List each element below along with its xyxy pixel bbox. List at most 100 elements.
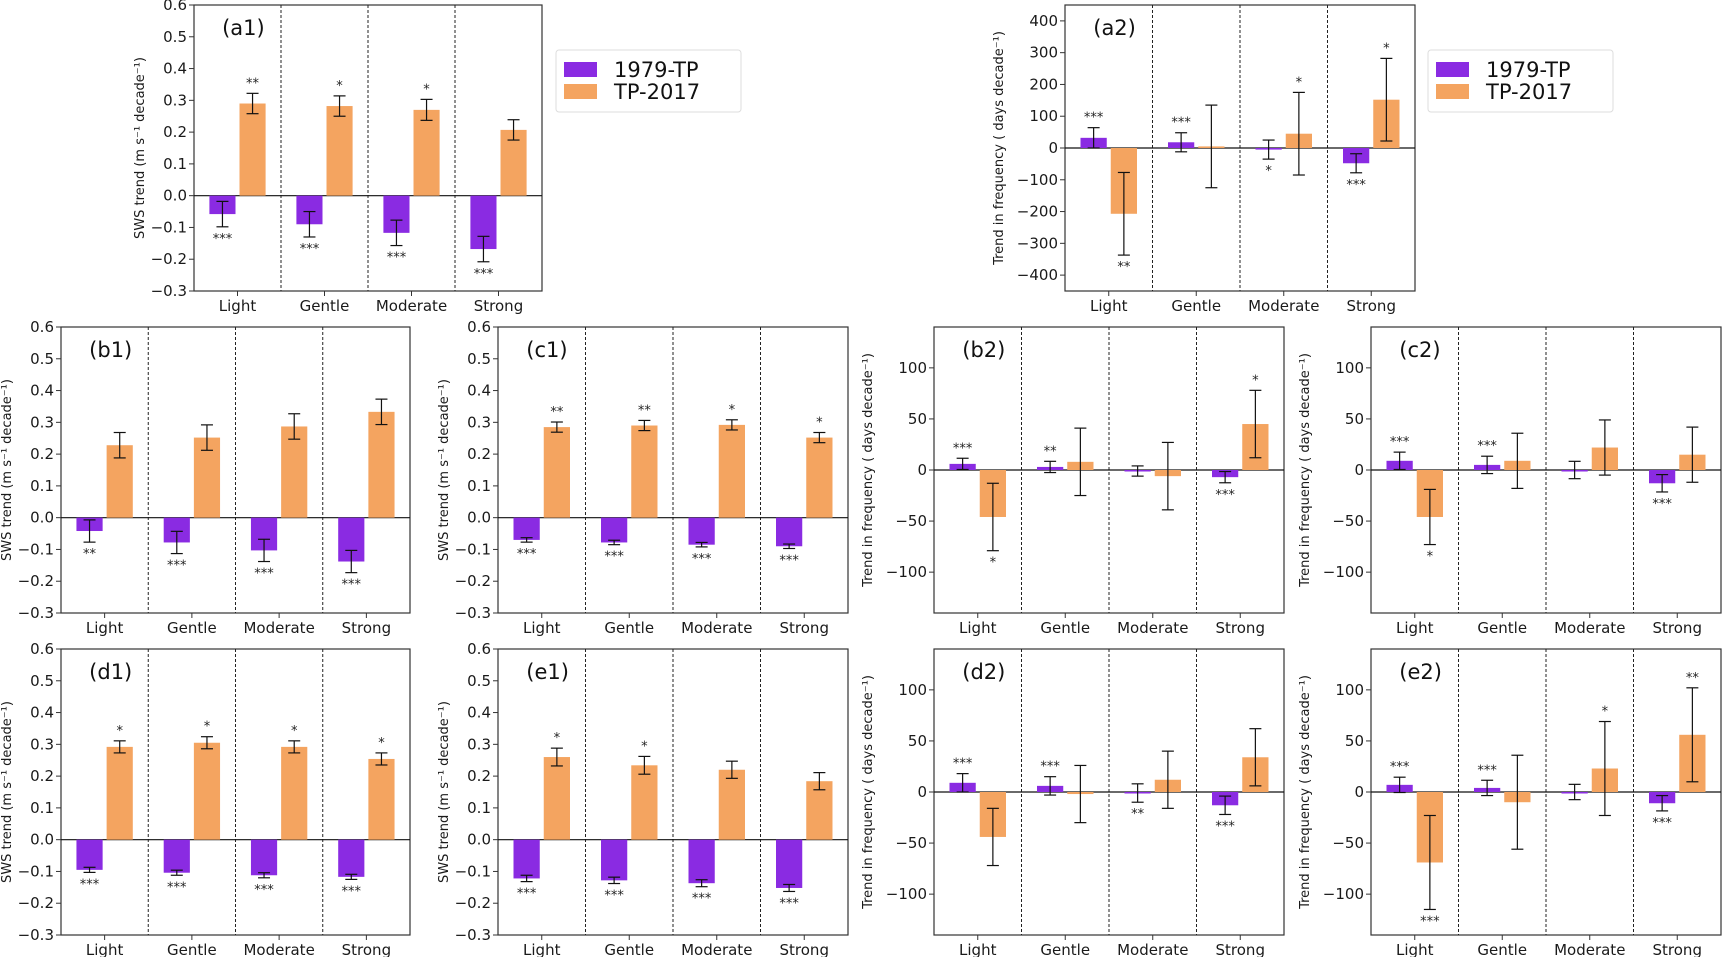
y-tick-label: 400 bbox=[1029, 12, 1058, 30]
y-tick-label: 0.4 bbox=[30, 382, 54, 400]
panel-c1: −0.3 −0.2 −0.1 0.0 0.1 0.2 0.3 0.4 0.5 0.6 SWS tre… bbox=[437, 318, 849, 637]
legend-swatch bbox=[1436, 84, 1469, 99]
y-axis-label: SWS trend (m s⁻¹ decade⁻¹) bbox=[0, 379, 15, 561]
y-tick-label: −0.1 bbox=[151, 218, 187, 236]
x-tick-label: Moderate bbox=[1117, 941, 1188, 957]
y-tick-label: 200 bbox=[1029, 75, 1058, 93]
bar-tp-2017 bbox=[806, 437, 833, 518]
legend-label: TP-2017 bbox=[1485, 80, 1572, 104]
significance-label: * bbox=[291, 724, 298, 739]
bar-tp-2017 bbox=[631, 425, 658, 518]
significance-label: *** bbox=[300, 242, 320, 257]
y-tick-label: −100 bbox=[1323, 885, 1364, 903]
y-axis-label: SWS trend (m s⁻¹ decade⁻¹) bbox=[437, 379, 452, 561]
legend-swatch bbox=[564, 84, 597, 99]
significance-label: * bbox=[990, 556, 997, 571]
bar-tp-2017 bbox=[413, 109, 440, 196]
significance-label: ** bbox=[1131, 807, 1145, 822]
y-tick-label: 100 bbox=[898, 681, 927, 699]
y-axis-label: Trend in frequency ( days decade⁻¹) bbox=[1298, 675, 1313, 910]
panel-label: (e1) bbox=[526, 660, 569, 684]
x-tick-label: Moderate bbox=[376, 297, 447, 315]
y-tick-label: 0.3 bbox=[467, 413, 491, 431]
y-axis-label: Trend in frequency ( days decade⁻¹) bbox=[1298, 353, 1313, 588]
x-tick-label: Strong bbox=[780, 941, 829, 957]
significance-label: *** bbox=[517, 887, 537, 902]
y-axis-label: Trend in frequency ( days decade⁻¹) bbox=[861, 675, 876, 910]
bar-tp-2017 bbox=[500, 129, 527, 196]
x-tick-label: Light bbox=[1396, 941, 1434, 957]
x-tick-label: Gentle bbox=[1477, 619, 1527, 637]
y-tick-label: −100 bbox=[886, 563, 927, 581]
legend-swatch bbox=[564, 62, 597, 77]
significance-label: *** bbox=[1215, 819, 1235, 834]
bar-1979-tp bbox=[76, 839, 103, 870]
bar-tp-2017 bbox=[718, 769, 745, 840]
x-tick-label: Light bbox=[86, 619, 124, 637]
significance-label: *** bbox=[953, 441, 973, 456]
x-tick-label: Strong bbox=[1653, 941, 1702, 957]
y-axis-label: SWS trend (m s⁻¹ decade⁻¹) bbox=[133, 57, 148, 239]
x-tick-label: Gentle bbox=[167, 941, 217, 957]
y-tick-label: −200 bbox=[1017, 203, 1058, 221]
y-tick-label: 0.0 bbox=[467, 831, 491, 849]
y-axis-label: SWS trend (m s⁻¹ decade⁻¹) bbox=[0, 701, 15, 883]
significance-label: *** bbox=[1390, 760, 1410, 775]
bar-tp-2017 bbox=[239, 103, 266, 196]
panel-label: (b1) bbox=[89, 338, 132, 362]
panel-a1: −0.3 −0.2 −0.1 0.0 0.1 0.2 0.3 0.4 0.5 0.6 SWS tre… bbox=[133, 0, 543, 315]
legend-box bbox=[1427, 49, 1614, 113]
y-tick-label: 0.1 bbox=[467, 477, 491, 495]
panel-a2: −400 −300 −200 −100 0 100 200 300 400 Trend in fr… bbox=[992, 4, 1416, 315]
y-tick-label: 0.5 bbox=[30, 672, 54, 690]
significance-label: *** bbox=[342, 884, 362, 899]
significance-label: *** bbox=[1477, 763, 1497, 778]
y-tick-label: 0.2 bbox=[467, 767, 491, 785]
significance-label: * bbox=[1252, 373, 1259, 388]
bar-tp-2017 bbox=[193, 437, 221, 518]
significance-label: * bbox=[1383, 41, 1390, 56]
y-tick-label: −100 bbox=[1017, 171, 1058, 189]
significance-label: *** bbox=[517, 547, 537, 562]
y-tick-label: −0.3 bbox=[455, 926, 491, 944]
significance-label: ** bbox=[638, 403, 652, 418]
bar-1979-tp bbox=[250, 839, 278, 876]
x-tick-label: Strong bbox=[1216, 619, 1265, 637]
significance-label: * bbox=[423, 82, 430, 97]
significance-label: ** bbox=[83, 547, 97, 562]
y-tick-label: 0 bbox=[1354, 783, 1364, 801]
significance-label: *** bbox=[1477, 439, 1497, 454]
bar-1979-tp bbox=[776, 517, 803, 547]
y-tick-label: 0 bbox=[1048, 139, 1058, 157]
x-tick-label: Moderate bbox=[681, 619, 752, 637]
panel-b1: −0.3 −0.2 −0.1 0.0 0.1 0.2 0.3 0.4 0.5 0.6 SWS tre… bbox=[0, 318, 411, 637]
bar-1979-tp bbox=[513, 839, 540, 879]
y-tick-label: 0.6 bbox=[467, 640, 491, 658]
y-tick-label: −0.2 bbox=[18, 572, 54, 590]
y-tick-label: −0.1 bbox=[455, 540, 491, 558]
x-tick-label: Strong bbox=[474, 297, 523, 315]
legend-label: TP-2017 bbox=[613, 80, 700, 104]
y-tick-label: −300 bbox=[1017, 234, 1058, 252]
y-tick-label: 0.6 bbox=[467, 318, 491, 336]
significance-label: *** bbox=[80, 877, 100, 892]
bar-tp-2017 bbox=[106, 746, 133, 840]
y-tick-label: 0 bbox=[917, 461, 927, 479]
significance-label: *** bbox=[474, 267, 494, 282]
x-tick-label: Light bbox=[959, 619, 997, 637]
y-axis-label: Trend in frequency ( days decade⁻¹) bbox=[992, 31, 1007, 266]
bar-tp-2017 bbox=[281, 746, 308, 840]
significance-label: ** bbox=[1117, 260, 1131, 275]
x-tick-label: Gentle bbox=[300, 297, 350, 315]
x-tick-label: Gentle bbox=[1171, 297, 1221, 315]
significance-label: *** bbox=[1390, 435, 1410, 450]
x-tick-label: Light bbox=[1396, 619, 1434, 637]
y-tick-label: −100 bbox=[1323, 563, 1364, 581]
panel-b2: −100 −50 0 50 100 Trend in frequency ( days d… bbox=[861, 326, 1285, 637]
bar-tp-2017 bbox=[718, 424, 745, 518]
y-tick-label: −50 bbox=[895, 512, 927, 530]
y-tick-label: 0.2 bbox=[30, 767, 54, 785]
legend-box bbox=[555, 49, 742, 113]
